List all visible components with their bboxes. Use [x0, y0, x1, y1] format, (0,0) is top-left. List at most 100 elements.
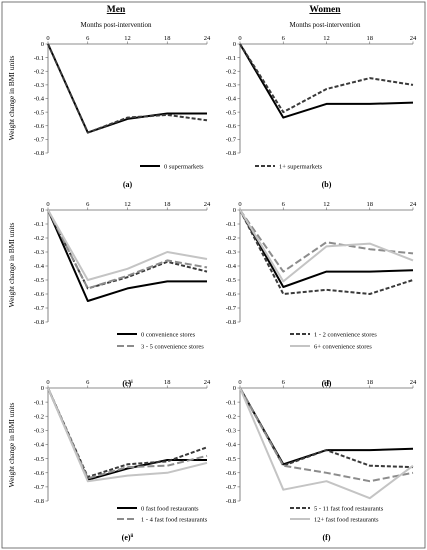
x-tick-label: 18 [367, 379, 374, 386]
y-tick-label: -0.6 [34, 291, 45, 298]
y-tick-label: -0.4 [226, 442, 237, 449]
panel-label-superscript: i [131, 380, 133, 385]
y-tick-label: -0.1 [34, 221, 44, 228]
y-tick-label: -0.8 [34, 150, 44, 157]
y-tick-label: -0.6 [34, 123, 45, 130]
x-tick-label: 0 [46, 35, 49, 42]
y-tick-label: -0.4 [34, 96, 45, 103]
x-tick-label: 6 [282, 35, 286, 42]
x-tick-label: 24 [410, 379, 417, 386]
y-tick-label: -0.1 [34, 399, 44, 406]
y-tick-label: -0.7 [226, 305, 237, 312]
series-line [47, 43, 207, 134]
x-tick-label: 0 [46, 379, 49, 386]
x-tick-label: 18 [367, 35, 374, 42]
legend-label: 0 fast food restaurants [141, 506, 199, 513]
x-tick-label: 18 [164, 201, 171, 208]
chart-panel-d: 0 -0.1 -0.2 -0.3 -0.4 -0.5 -0.6 -0.7 -0.8 0 6 12 18 2… [226, 201, 417, 388]
legend-label: 12+ fast food restaurants [314, 517, 379, 524]
legend-entry: 0 convenience stores [117, 332, 196, 339]
x-tick-label: 24 [410, 201, 417, 208]
series-line [239, 43, 414, 119]
y-tick-label: -0.2 [34, 235, 44, 242]
x-tick-label: 24 [204, 379, 211, 386]
legend-entry: 1 - 2 convenience stores [290, 332, 377, 339]
legend-label: 1+ supermarkets [279, 164, 323, 171]
x-tick-label: 24 [410, 35, 417, 42]
y-tick-label: -0.2 [34, 413, 44, 420]
chart-panel-b: 0 -0.1 -0.2 -0.3 -0.4 -0.5 -0.6 -0.7 -0.8 0 6 12 18 2… [226, 35, 417, 189]
y-tick-label: -0.3 [34, 82, 44, 89]
legend-label: 0 supermarkets [164, 164, 204, 171]
y-tick-label: 0 [41, 385, 44, 392]
y-tick-label: -0.7 [226, 484, 237, 491]
series-line [47, 387, 208, 483]
x-tick-label: 18 [164, 35, 171, 42]
y-tick-label: -0.5 [226, 456, 236, 463]
x-tick-label: 12 [124, 201, 131, 208]
column-title-men: Men [107, 5, 126, 15]
y-tick-label: -0.8 [226, 150, 236, 157]
panel-label: (c)i [122, 379, 133, 388]
series-line [47, 209, 208, 290]
series-line [47, 387, 208, 478]
x-tick-label: 24 [204, 201, 211, 208]
y-tick-label: -0.5 [34, 109, 44, 116]
series-line [47, 387, 207, 481]
chart-panel-e: 0 -0.1 -0.2 -0.3 -0.4 -0.5 -0.6 -0.7 -0.8 0 6 12 18 2… [34, 379, 211, 542]
y-tick-label: -0.6 [226, 123, 237, 130]
legend-label: 5 - 11 fast food restaurants [314, 506, 384, 513]
y-tick-label: -0.1 [226, 399, 236, 406]
x-tick-label: 6 [86, 35, 90, 42]
series-line [47, 209, 208, 290]
legend-label: 1 - 4 fast food restaurants [141, 517, 208, 524]
panel-label: (b) [322, 180, 332, 189]
legend-entry: 6+ convenience stores [290, 344, 372, 351]
legend-label: 3 - 5 convenience stores [141, 344, 204, 351]
chart-panel-c: 0 -0.1 -0.2 -0.3 -0.4 -0.5 -0.6 -0.7 -0.8 0 6 12 18 2… [34, 201, 211, 388]
y-tick-label: 0 [41, 207, 44, 214]
y-tick-label: -0.2 [34, 68, 44, 75]
legend-label: 6+ convenience stores [314, 344, 372, 351]
y-tick-label: -0.4 [226, 96, 237, 103]
series-line [47, 209, 207, 302]
legend-entry: 5 - 11 fast food restaurants [290, 506, 384, 513]
series-line [239, 387, 414, 483]
y-axis-label-row-2: Weight change in BMI units [7, 223, 16, 308]
x-tick-label: 12 [323, 201, 330, 208]
y-tick-label: -0.3 [226, 428, 236, 435]
chart-panel-f: 0 -0.1 -0.2 -0.3 -0.4 -0.5 -0.6 -0.7 -0.8 0 6 12 18 2… [226, 379, 417, 542]
y-tick-label: -0.4 [34, 263, 45, 270]
series-line [239, 209, 414, 288]
x-tick-label: 12 [323, 379, 330, 386]
y-tick-label: -0.6 [226, 291, 237, 298]
y-tick-label: 0 [233, 207, 236, 214]
x-tick-label: 6 [86, 379, 90, 386]
legend-entry: 0 supermarkets [140, 164, 204, 171]
y-tick-label: -0.3 [34, 428, 44, 435]
x-tick-label: 18 [164, 379, 171, 386]
y-tick-label: -0.5 [34, 456, 44, 463]
panel-label-superscript: ii [131, 534, 134, 539]
y-tick-label: -0.4 [226, 263, 237, 270]
legend-entry: 3 - 5 convenience stores [117, 344, 204, 351]
y-tick-label: -0.3 [226, 249, 236, 256]
x-tick-label: 0 [238, 35, 241, 42]
y-tick-label: 0 [233, 385, 236, 392]
panel-label: (e)ii [122, 533, 134, 542]
legend-entry: 12+ fast food restaurants [290, 517, 379, 524]
y-axis-label-row-3: Weight change in BMI units [7, 403, 16, 488]
x-tick-label: 6 [282, 201, 286, 208]
series-line [239, 387, 414, 500]
y-tick-label: 0 [233, 41, 236, 48]
legend-entry: 1+ supermarkets [255, 164, 323, 171]
series-line [239, 387, 414, 469]
y-tick-label: -0.4 [34, 442, 45, 449]
x-tick-label: 12 [124, 379, 131, 386]
y-tick-label: -0.5 [226, 277, 236, 284]
y-tick-label: -0.1 [226, 221, 236, 228]
y-tick-label: -0.8 [226, 498, 236, 505]
y-tick-label: -0.6 [226, 470, 237, 477]
panel-label: (d) [322, 379, 332, 388]
